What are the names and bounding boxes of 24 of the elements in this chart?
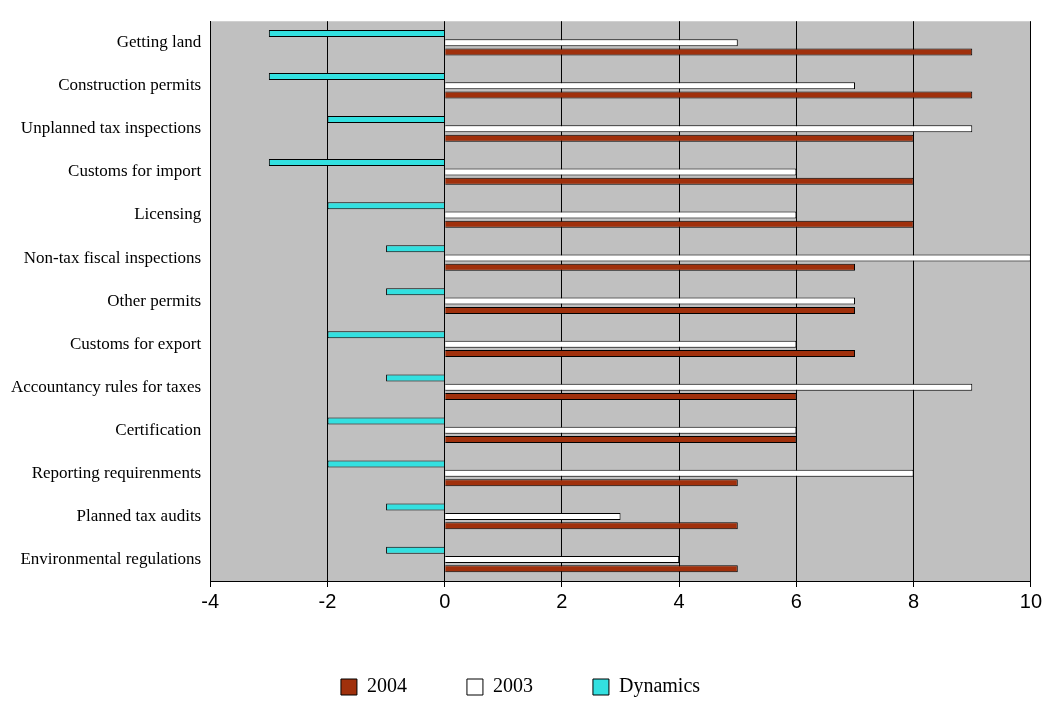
- y-tick-label: Customs for import: [68, 161, 202, 181]
- legend-label: 2003: [492, 674, 533, 697]
- y-tick-label: Construction permits: [58, 75, 202, 95]
- x-tick-label: -4: [201, 589, 220, 612]
- x-tick-label: 8: [908, 589, 920, 612]
- x-tick-label: 4: [673, 589, 685, 612]
- y-tick-label: Other permits: [107, 290, 202, 310]
- y-tick-label: Licensing: [134, 204, 202, 224]
- x-tick-label: 6: [790, 589, 802, 612]
- x-tick-label: 10: [1019, 589, 1042, 612]
- y-tick-label: Customs for export: [69, 333, 202, 353]
- legend-label: Dynamics: [618, 674, 701, 698]
- y-tick-label: Getting land: [116, 32, 202, 52]
- legend-label: 2004: [366, 674, 407, 697]
- x-tick-label: -2: [318, 589, 337, 612]
- y-tick-label: Accountancy rules for taxes: [10, 376, 202, 396]
- y-tick-label: Reporting requirenments: [31, 462, 202, 482]
- y-tick-label: Non-tax fiscal inspections: [23, 247, 202, 267]
- x-tick-label: 2: [556, 589, 568, 612]
- x-tick-label: 0: [439, 589, 451, 612]
- y-tick-label: Environmental regulations: [20, 548, 202, 568]
- y-tick-label: Planned tax audits: [76, 505, 202, 525]
- y-tick-label: Unplanned tax inspections: [20, 118, 202, 138]
- y-tick-label: Certification: [115, 419, 202, 439]
